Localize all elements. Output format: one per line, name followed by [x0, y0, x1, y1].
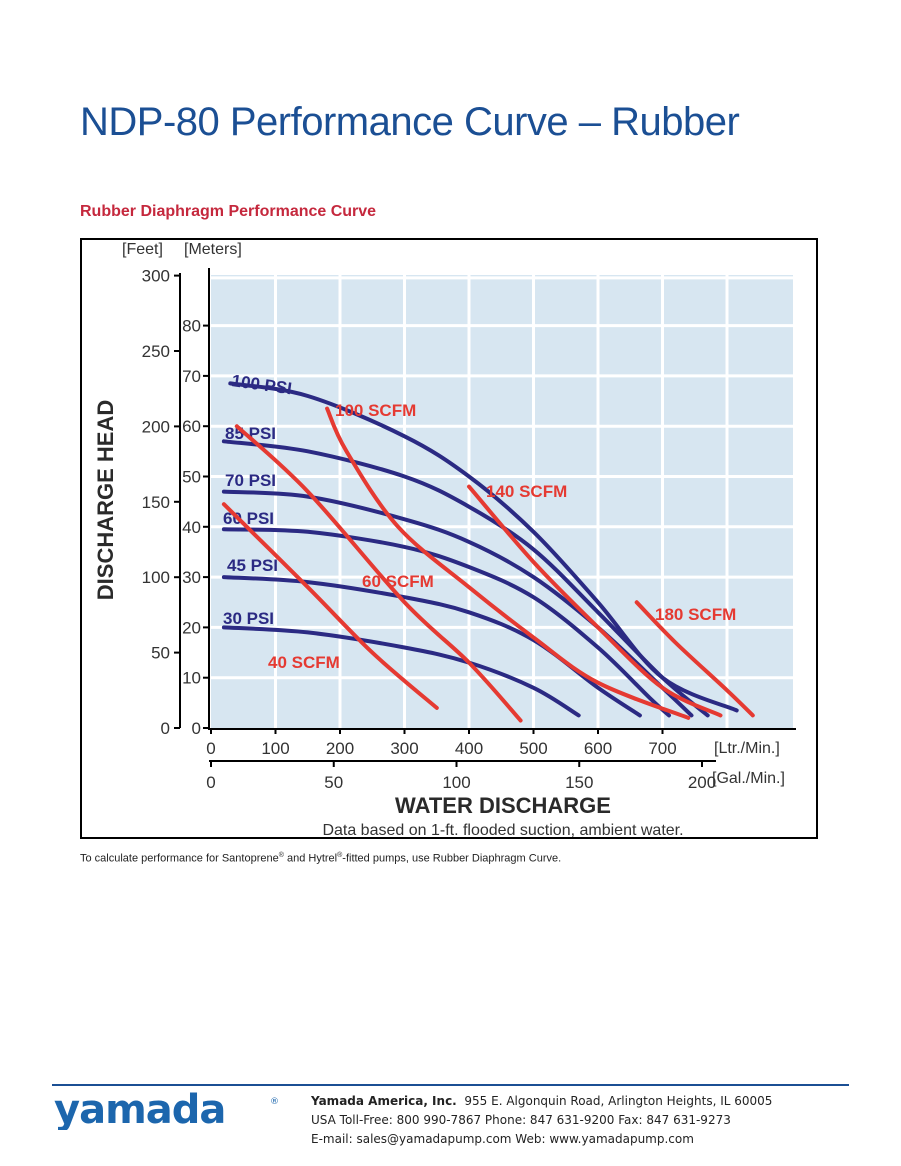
footnote-text-1: To calculate performance for Santoprene [80, 852, 279, 865]
scfm-curve-label: 60 SCFM [362, 572, 434, 591]
scfm-curve-label: 100 SCFM [335, 401, 416, 420]
meters-tick-label: 80 [182, 317, 201, 336]
footnote-text-2: and Hytrel [283, 852, 338, 865]
meters-tick-label: 60 [182, 417, 201, 436]
ltr-tick-label: 400 [455, 739, 483, 758]
ltr-tick-label: 200 [326, 739, 354, 758]
psi-curve-45-psi [221, 575, 642, 718]
gal-tick-label: 0 [206, 773, 215, 792]
meters-tick-label: 50 [182, 468, 201, 487]
feet-tick-label: 50 [151, 644, 170, 663]
page-title: NDP-80 Performance Curve – Rubber [80, 100, 740, 144]
scfm-curve-label: 180 SCFM [655, 605, 736, 624]
contact-block: Yamada America, Inc. 955 E. Algonquin Ro… [311, 1092, 772, 1149]
feet-tick-label: 150 [142, 493, 170, 512]
scfm-curve-140-scfm [467, 484, 723, 718]
scfm-curve-label: 40 SCFM [268, 653, 340, 672]
feet-tick-label: 0 [161, 719, 170, 738]
contact-phones: USA Toll-Free: 800 990-7867 Phone: 847 6… [311, 1113, 731, 1127]
ltr-tick-label: 500 [519, 739, 547, 758]
company-address: 955 E. Algonquin Road, Arlington Heights… [464, 1094, 773, 1108]
ltr-axis-unit-label: [Ltr./Min.] [714, 740, 780, 757]
contact-line-1: Yamada America, Inc. 955 E. Algonquin Ro… [311, 1092, 772, 1111]
chart-note: Data based on 1-ft. flooded suction, amb… [322, 822, 683, 839]
performance-chart: 300250200150100500[Feet]8070605040302010… [93, 241, 796, 839]
footnote-reg-mark-2: ® [337, 852, 343, 859]
scfm-curve-40-scfm [221, 502, 439, 710]
scfm-curve-label: 140 SCFM [486, 482, 567, 501]
gal-tick-label: 200 [688, 773, 716, 792]
meters-tick-label: 30 [182, 568, 201, 587]
scfm-curve-60-scfm [234, 424, 523, 723]
ltr-tick-label: 700 [648, 739, 676, 758]
meters-tick-label: 40 [182, 518, 201, 537]
y-axis-title: DISCHARGE HEAD [93, 400, 118, 600]
gal-tick-label: 150 [565, 773, 593, 792]
feet-tick-label: 100 [142, 568, 170, 587]
ltr-tick-label: 600 [584, 739, 612, 758]
psi-curve-85-psi [221, 439, 710, 718]
x-axis-title: WATER DISCHARGE [395, 793, 611, 818]
footnote-reg-mark-1: ® [278, 852, 284, 859]
logo-registered-mark: ® [270, 1097, 279, 1107]
feet-tick-label: 300 [142, 267, 170, 286]
scfm-curve-100-scfm [325, 406, 691, 720]
yamada-logo: yamada ® [54, 1090, 279, 1130]
chart-subtitle: Rubber Diaphragm Performance Curve [80, 203, 377, 220]
scfm-curve-180-scfm [634, 600, 755, 718]
logo-wordmark: yamada [54, 1090, 225, 1130]
psi-curve-label: 70 PSI [225, 471, 276, 490]
psi-curve-60-psi [221, 527, 671, 718]
gal-tick-label: 100 [442, 773, 470, 792]
ltr-tick-label: 0 [206, 739, 215, 758]
ltr-tick-label: 300 [390, 739, 418, 758]
feet-tick-label: 250 [142, 342, 170, 361]
gal-axis-unit-label: [Gal./Min.] [712, 770, 785, 787]
feet-axis-unit-label: [Feet] [122, 241, 163, 258]
meters-axis-unit-label: [Meters] [184, 241, 242, 258]
meters-tick-label: 70 [182, 367, 201, 386]
company-name: Yamada America, Inc. [311, 1094, 457, 1108]
psi-curve-label: 45 PSI [227, 556, 278, 575]
feet-tick-label: 200 [142, 417, 170, 436]
psi-curve-30-psi [221, 625, 581, 718]
gal-tick-label: 50 [324, 773, 343, 792]
ltr-tick-label: 100 [261, 739, 289, 758]
meters-tick-label: 0 [192, 719, 201, 738]
footer-rule [52, 1084, 849, 1086]
meters-tick-label: 10 [182, 669, 201, 688]
meters-tick-label: 20 [182, 618, 201, 637]
footnote: To calculate performance for Santoprene®… [80, 852, 561, 865]
psi-curve-label: 30 PSI [223, 609, 274, 628]
footnote-text-3: -fitted pumps, use Rubber Diaphragm Curv… [342, 852, 562, 865]
contact-email-web: E-mail: sales@yamadapump.com Web: www.ya… [311, 1132, 694, 1146]
